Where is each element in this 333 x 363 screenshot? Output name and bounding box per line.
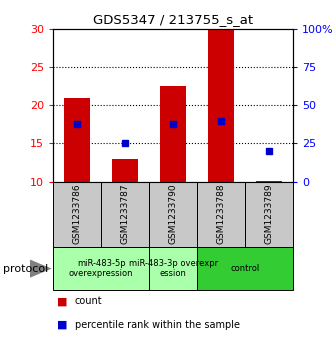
- Text: percentile rank within the sample: percentile rank within the sample: [75, 320, 240, 330]
- Text: count: count: [75, 296, 103, 306]
- Text: GSM1233789: GSM1233789: [264, 184, 274, 245]
- Text: ■: ■: [57, 320, 67, 330]
- Text: ■: ■: [57, 296, 67, 306]
- Bar: [149, 247, 197, 290]
- Bar: [197, 247, 293, 290]
- Bar: [64, 98, 91, 182]
- Text: miR-483-5p
overexpression: miR-483-5p overexpression: [69, 259, 134, 278]
- Bar: [245, 182, 293, 247]
- Bar: [160, 86, 186, 182]
- Text: protocol: protocol: [3, 264, 49, 274]
- Text: GSM1233788: GSM1233788: [216, 184, 226, 245]
- Bar: [149, 182, 197, 247]
- Bar: [53, 182, 101, 247]
- Text: GSM1233786: GSM1233786: [73, 184, 82, 245]
- Bar: [197, 182, 245, 247]
- Text: GSM1233790: GSM1233790: [168, 184, 178, 245]
- Text: control: control: [230, 264, 260, 273]
- Bar: [53, 247, 149, 290]
- Bar: [112, 159, 139, 182]
- Bar: [101, 182, 149, 247]
- Bar: [208, 29, 234, 182]
- Bar: [256, 181, 282, 182]
- Title: GDS5347 / 213755_s_at: GDS5347 / 213755_s_at: [93, 13, 253, 26]
- Text: miR-483-3p overexpr
ession: miR-483-3p overexpr ession: [129, 259, 218, 278]
- Text: GSM1233787: GSM1233787: [121, 184, 130, 245]
